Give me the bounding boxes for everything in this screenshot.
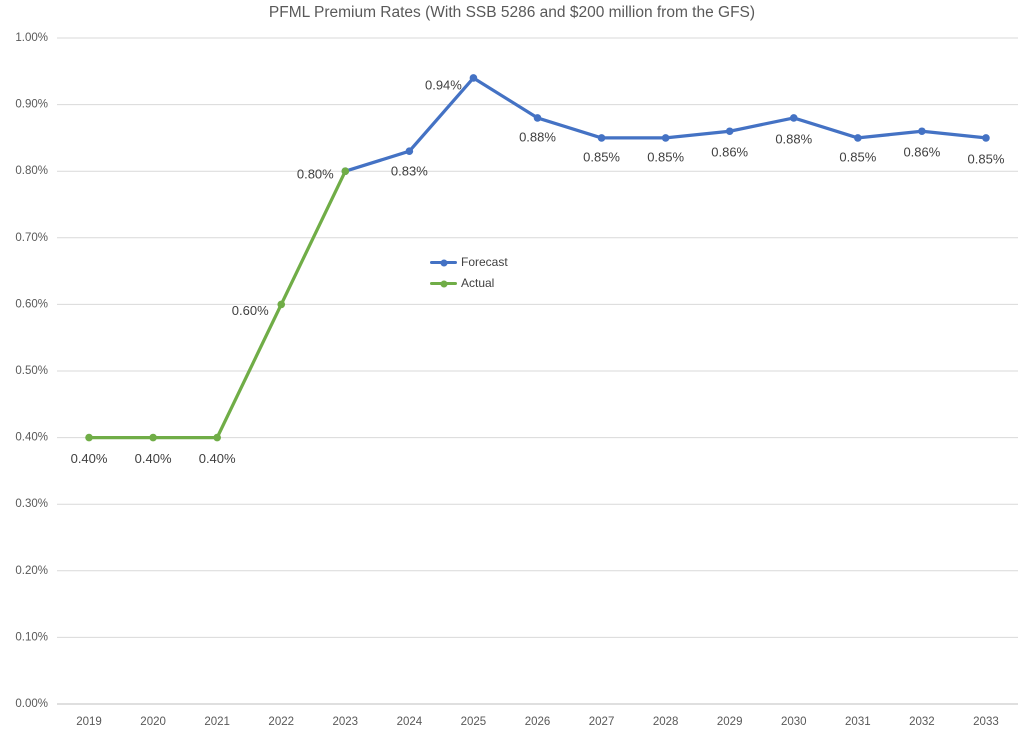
y-tick-label: 0.10% xyxy=(15,631,48,643)
x-tick-label: 2031 xyxy=(845,716,871,728)
y-tick-label: 0.20% xyxy=(15,565,48,577)
series-forecast: 0.83% 0.94% 0.88% 0.85% 0.85% 0.86% 0.88% 0.85%… xyxy=(341,74,1005,179)
data-point-marker xyxy=(533,114,542,122)
data-point-marker xyxy=(789,114,798,122)
data-label: 0.85% xyxy=(839,149,876,164)
y-tick-label: 1.00% xyxy=(15,32,48,44)
data-point-marker xyxy=(85,433,93,442)
data-point-marker xyxy=(469,74,478,82)
data-point-marker xyxy=(661,134,670,142)
data-point-marker xyxy=(341,167,350,175)
data-point-marker xyxy=(149,433,157,442)
data-label: 0.80% xyxy=(297,167,334,182)
x-tick-label: 2027 xyxy=(589,716,615,728)
x-tick-label: 2025 xyxy=(461,716,487,728)
y-tick-label: 0.00% xyxy=(15,698,48,710)
x-tick-label: 2022 xyxy=(268,716,294,728)
data-point-marker xyxy=(918,127,926,136)
series-actual: 0.40% 0.40% 0.40% 0.60% 0.80% xyxy=(71,167,350,466)
data-label: 0.60% xyxy=(232,303,269,318)
x-tick-label: 2020 xyxy=(140,716,166,728)
y-tick-label: 0.50% xyxy=(15,365,48,377)
y-tick-label: 0.70% xyxy=(15,232,48,244)
data-label: 0.40% xyxy=(71,451,108,466)
forecast-line-marker-icon xyxy=(430,259,457,266)
data-label: 0.40% xyxy=(199,451,236,466)
y-tick-label: 0.40% xyxy=(15,432,48,444)
y-tick-label: 0.90% xyxy=(15,99,48,111)
data-point-marker xyxy=(597,134,606,142)
data-point-marker xyxy=(725,127,734,136)
y-tick-label: 0.80% xyxy=(15,165,48,177)
data-label: 0.88% xyxy=(519,129,556,144)
data-label: 0.40% xyxy=(135,451,172,466)
actual-line-marker-icon xyxy=(430,280,457,287)
data-point-marker xyxy=(854,134,862,142)
legend-label-forecast: Forecast xyxy=(461,255,508,269)
x-tick-label: 2021 xyxy=(204,716,230,728)
x-tick-label: 2032 xyxy=(909,716,935,728)
legend-label-actual: Actual xyxy=(461,276,495,290)
data-point-marker xyxy=(213,433,221,442)
legend: Forecast Actual xyxy=(430,252,508,294)
x-tick-label: 2023 xyxy=(333,716,359,728)
y-tick-label: 0.30% xyxy=(15,498,48,510)
data-point-marker xyxy=(405,147,414,156)
x-tick-label: 2024 xyxy=(397,716,423,728)
chart-title: PFML Premium Rates (With SSB 5286 and $2… xyxy=(268,4,756,21)
x-tick-label: 2026 xyxy=(525,716,551,728)
data-label: 0.86% xyxy=(711,145,748,160)
data-label: 0.94% xyxy=(425,77,462,92)
x-tick-label: 2030 xyxy=(781,716,807,728)
legend-item-actual: Actual xyxy=(430,273,508,294)
x-tick-label: 2028 xyxy=(653,716,679,728)
data-label: 0.85% xyxy=(968,151,1005,166)
x-tick-label: 2033 xyxy=(973,716,999,728)
y-tick-label: 0.60% xyxy=(15,298,48,310)
data-label: 0.86% xyxy=(903,145,940,160)
x-tick-label: 2019 xyxy=(76,716,102,728)
legend-item-forecast: Forecast xyxy=(430,252,508,273)
data-label: 0.85% xyxy=(583,149,620,164)
data-label: 0.85% xyxy=(647,149,684,164)
data-point-marker xyxy=(982,134,990,142)
data-point-marker xyxy=(277,300,286,309)
data-label: 0.83% xyxy=(391,164,428,179)
data-label: 0.88% xyxy=(775,131,812,146)
x-tick-label: 2029 xyxy=(717,716,743,728)
